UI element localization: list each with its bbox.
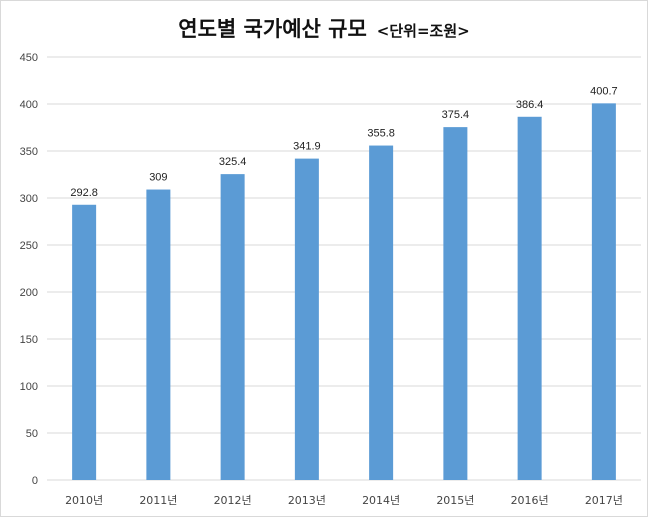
data-label: 400.7 — [590, 85, 618, 97]
y-tick-label: 300 — [20, 193, 38, 205]
y-tick-label: 100 — [20, 381, 38, 393]
bar — [591, 103, 616, 480]
x-tick-label: 2014년 — [362, 494, 400, 507]
chart-unit-label: <단위=조원> — [376, 22, 470, 40]
data-label: 355.8 — [367, 128, 395, 140]
y-tick-label: 350 — [20, 146, 38, 158]
x-tick-label: 2017년 — [585, 494, 623, 507]
data-label: 375.4 — [442, 109, 470, 121]
x-tick-label: 2012년 — [214, 494, 252, 507]
bar — [369, 145, 394, 480]
bar — [294, 158, 319, 480]
bar — [72, 204, 97, 480]
x-tick-label: 2011년 — [139, 494, 177, 507]
x-tick-label: 2015년 — [436, 494, 474, 507]
x-tick-label: 2010년 — [65, 494, 103, 507]
chart-title-row: 연도별 국가예산 규모 <단위=조원> — [1, 13, 647, 43]
bar — [517, 116, 542, 480]
bar — [146, 189, 171, 481]
y-tick-label: 400 — [20, 99, 38, 111]
bar — [220, 174, 245, 480]
x-tick-label: 2013년 — [288, 494, 326, 507]
data-label: 309 — [149, 172, 167, 184]
y-tick-label: 250 — [20, 240, 38, 252]
y-tick-label: 200 — [20, 287, 38, 299]
chart-title: 연도별 국가예산 규모 — [178, 17, 367, 41]
bar — [443, 127, 468, 481]
x-tick-label: 2016년 — [511, 494, 549, 507]
data-label: 341.9 — [293, 141, 321, 153]
data-label: 325.4 — [219, 156, 247, 168]
y-tick-label: 0 — [32, 475, 38, 487]
data-label: 386.4 — [516, 99, 544, 111]
y-tick-label: 150 — [20, 334, 38, 346]
y-tick-label: 450 — [20, 52, 38, 64]
y-tick-label: 50 — [26, 428, 38, 440]
data-label: 292.8 — [70, 187, 98, 199]
